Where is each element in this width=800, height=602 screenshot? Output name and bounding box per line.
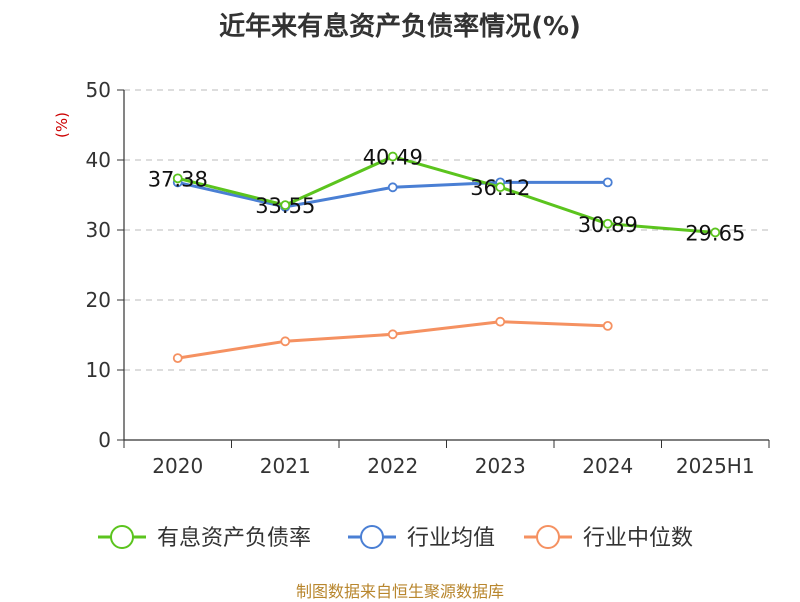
x-tick-label: 2023 [475, 454, 526, 478]
y-tick-label: 10 [86, 358, 111, 382]
x-tick-label: 2021 [260, 454, 311, 478]
data-point [172, 173, 183, 184]
data-label: 30.89 [578, 213, 638, 237]
data-label: 33.55 [255, 194, 315, 218]
x-tick-label: 2022 [367, 454, 418, 478]
x-tick-label: 2024 [582, 454, 633, 478]
data-point [280, 200, 291, 211]
legend-label: 有息资产负债率 [157, 526, 311, 551]
source-note: 制图数据来自恒生聚源数据库 [295, 582, 504, 601]
data-label: 29.65 [685, 221, 745, 245]
data-point [387, 329, 398, 340]
y-tick-label: 20 [86, 288, 111, 312]
legend-marker [536, 525, 560, 549]
legend-label: 行业均值 [407, 526, 495, 551]
data-point [387, 182, 398, 193]
data-point [387, 151, 398, 162]
data-point [710, 227, 721, 238]
x-tick-label: 2020 [152, 454, 203, 478]
data-label: 36.12 [470, 176, 530, 200]
legend-label: 行业中位数 [583, 526, 693, 551]
legend-marker [110, 525, 134, 549]
y-tick-label: 0 [98, 428, 111, 452]
chart-title: 近年来有息资产负债率情况(%) [219, 12, 581, 42]
y-tick-label: 40 [86, 148, 111, 172]
series-line [177, 320, 608, 360]
data-point [172, 353, 183, 364]
y-tick-label: 50 [86, 78, 111, 102]
data-point [495, 316, 506, 327]
data-point [495, 182, 506, 193]
data-point [602, 320, 613, 331]
data-point [602, 177, 613, 188]
legend-marker [360, 525, 384, 549]
data-label: 37.38 [148, 167, 208, 191]
data-point [602, 218, 613, 229]
x-tick-label: 2025H1 [676, 454, 755, 478]
series-line [177, 155, 716, 234]
data-point [280, 336, 291, 347]
y-tick-label: 30 [86, 218, 111, 242]
data-label: 40.49 [363, 146, 423, 170]
y-axis-unit-label: (%) [53, 112, 71, 138]
